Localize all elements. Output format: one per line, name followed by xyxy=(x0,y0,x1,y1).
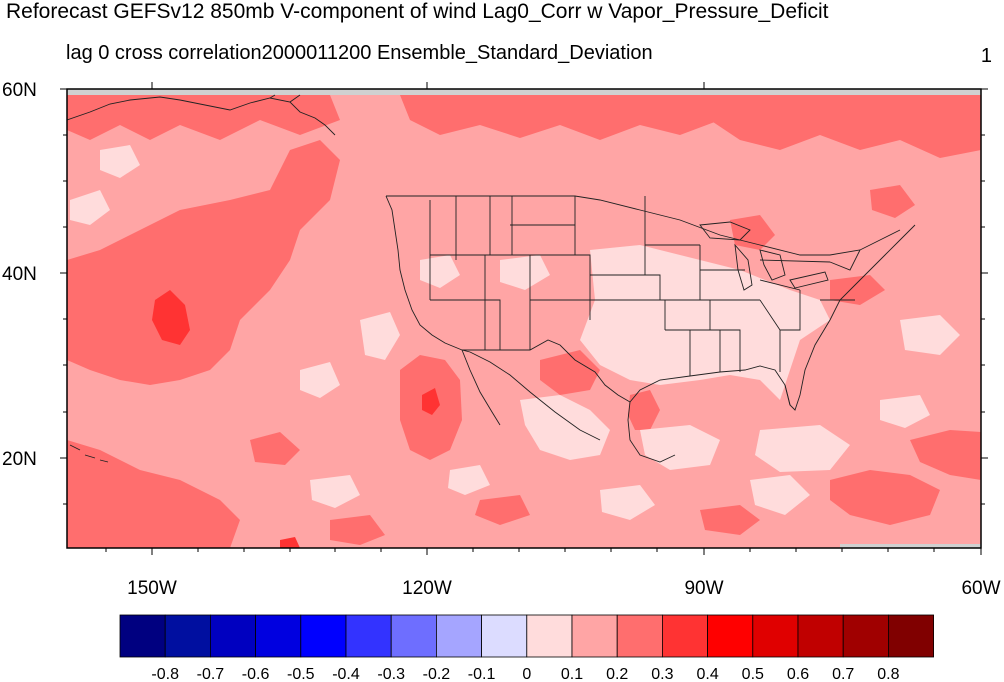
colorbar-swatch xyxy=(526,614,573,658)
lat-label-40n: 40N xyxy=(2,264,37,285)
colorbar-label: 0.6 xyxy=(787,666,809,682)
colorbar-swatch xyxy=(888,614,935,658)
corner-label: 1 xyxy=(980,45,992,67)
missing-data-bottom xyxy=(840,544,981,548)
lon-label-90w: 90W xyxy=(684,578,723,599)
colorbar-label: 0.2 xyxy=(606,666,628,682)
colorbar-swatch xyxy=(797,614,844,658)
lon-label-150w: 150W xyxy=(127,578,177,599)
colorbar-swatch xyxy=(255,614,302,658)
lon-label-60w: 60W xyxy=(961,578,1000,599)
field-level-0.2 xyxy=(67,95,981,548)
lon-label-120w: 120W xyxy=(402,578,452,599)
colorbar-label: 0.5 xyxy=(742,666,764,682)
lat-label-20n: 20N xyxy=(2,449,37,470)
colorbar-label: -0.7 xyxy=(197,666,225,682)
colorbar-swatch xyxy=(435,614,482,658)
colorbar-swatch xyxy=(345,614,392,658)
colorbar-swatch xyxy=(209,614,256,658)
colorbar-swatch xyxy=(707,614,754,658)
correlation-field xyxy=(67,89,981,548)
missing-data-top xyxy=(67,89,981,95)
colorbar-swatch xyxy=(119,614,166,658)
plot-subtitle: lag 0 cross correlation2000011200 Ensemb… xyxy=(66,42,653,64)
colorbar-swatch xyxy=(481,614,528,658)
colorbar: -0.8 -0.7 -0.6 -0.5 -0.4 -0.3 -0.2 -0.1 0 0.1 0.2 0… xyxy=(119,614,935,682)
plot-title: Reforecast GEFSv12 850mb V-component of … xyxy=(6,0,829,23)
colorbar-swatch xyxy=(390,614,437,658)
colorbar-label: -0.4 xyxy=(332,666,360,682)
colorbar-swatch xyxy=(616,614,663,658)
colorbar-swatch xyxy=(662,614,709,658)
colorbar-label: 0.7 xyxy=(832,666,854,682)
field-level-0.3 xyxy=(152,290,440,548)
colorbar-swatch xyxy=(571,614,618,658)
lat-label-60n: 60N xyxy=(2,80,37,101)
colorbar-label: 0 xyxy=(522,666,531,682)
axis-ticks xyxy=(60,82,988,555)
colorbar-label: -0.3 xyxy=(377,666,405,682)
colorbar-label: 0.3 xyxy=(651,666,673,682)
colorbar-swatch xyxy=(752,614,799,658)
colorbar-label: 0.4 xyxy=(696,666,718,682)
colorbar-label: -0.1 xyxy=(468,666,496,682)
colorbar-label: -0.6 xyxy=(242,666,270,682)
colorbar-swatch xyxy=(164,614,211,658)
coastlines-and-boundaries xyxy=(67,94,916,463)
colorbar-label: -0.5 xyxy=(287,666,315,682)
colorbar-label: 0.1 xyxy=(561,666,583,682)
colorbar-swatch xyxy=(300,614,347,658)
colorbar-label: -0.2 xyxy=(423,666,451,682)
colorbar-label: -0.8 xyxy=(151,666,179,682)
colorbar-swatch xyxy=(842,614,889,658)
colorbar-label: 0.8 xyxy=(877,666,899,682)
